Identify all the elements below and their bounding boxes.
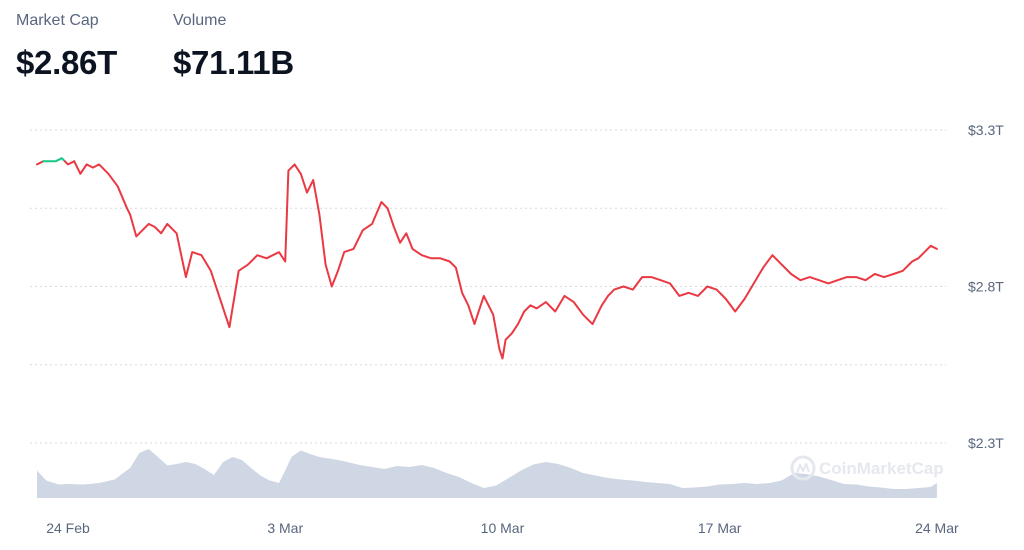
- market-cap-value: $2.86T: [16, 44, 117, 81]
- volume-label: Volume: [173, 12, 227, 29]
- watermark-text: CoinMarketCap: [819, 459, 944, 478]
- volume-value: $71.11B: [173, 44, 294, 81]
- x-tick-label: 17 Mar: [698, 520, 742, 536]
- x-tick-label: 24 Mar: [915, 520, 959, 536]
- x-tick-label: 24 Feb: [46, 520, 90, 536]
- x-axis: 24 Feb 3 Mar 10 Mar 17 Mar 24 Mar: [46, 520, 959, 536]
- volume-area-fill: [37, 449, 937, 498]
- y-tick-label: $3.3T: [968, 122, 1004, 138]
- y-axis: $3.3T $2.8T $2.3T: [968, 122, 1004, 451]
- gridlines: [30, 129, 946, 444]
- volume-area: [37, 449, 937, 498]
- market-cap-stat: Market Cap $2.86T: [16, 12, 117, 82]
- price-line-up-segment-1: [42, 157, 66, 163]
- x-tick-label: 3 Mar: [267, 520, 303, 536]
- x-tick-label: 10 Mar: [481, 520, 525, 536]
- price-line-down-segment-2: [63, 160, 76, 166]
- price-line-down-segment-0: [36, 160, 45, 166]
- market-cap-label: Market Cap: [16, 12, 99, 29]
- y-tick-label: $2.3T: [968, 435, 1004, 451]
- coinmarketcap-watermark: CoinMarketCap: [790, 455, 944, 481]
- volume-stat: Volume $71.11B: [173, 12, 294, 82]
- price-line: [36, 157, 938, 360]
- y-tick-label: $2.8T: [968, 279, 1004, 295]
- price-line-down-segment-4: [73, 160, 938, 360]
- coinmarketcap-logo-icon: [790, 455, 816, 481]
